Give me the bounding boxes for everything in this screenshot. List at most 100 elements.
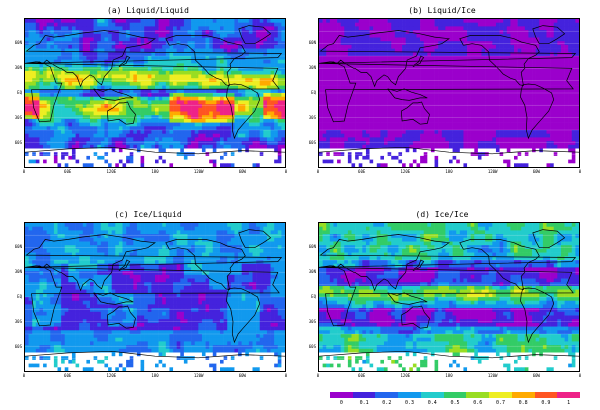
grid-cell [223, 141, 228, 146]
grid-cell [129, 78, 134, 83]
grid-cell [158, 163, 163, 167]
grid-cell [344, 85, 349, 90]
grid-cell [259, 137, 264, 142]
grid-cell [467, 111, 471, 116]
grid-cell [477, 93, 482, 97]
grid-cell [43, 96, 47, 101]
grid-cell [234, 100, 239, 105]
grid-cell [467, 63, 471, 68]
grid-cell [362, 44, 367, 49]
grid-cell [212, 111, 217, 116]
grid-cell [241, 22, 246, 27]
grid-cell [430, 33, 435, 38]
grid-cell [270, 126, 275, 131]
grid-cell [376, 70, 381, 75]
grid-cell [28, 74, 33, 79]
grid-cell [274, 41, 279, 46]
grid-cell [423, 122, 428, 127]
grid-cell [542, 100, 547, 105]
grid-cell [180, 44, 185, 49]
grid-cell [499, 85, 504, 90]
grid-cell [46, 78, 51, 83]
grid-cell [147, 159, 152, 164]
grid-cell [61, 93, 66, 97]
grid-cell [256, 48, 261, 53]
grid-cell [68, 148, 73, 153]
grid-cell [557, 74, 562, 79]
grid-cell [39, 63, 44, 68]
grid-cell [274, 155, 279, 160]
grid-cell [129, 122, 134, 127]
grid-cell [470, 19, 475, 23]
grid-cell [68, 74, 73, 79]
grid-cell [245, 96, 250, 101]
grid-cell [205, 111, 210, 116]
grid-cell [140, 155, 145, 160]
grid-cell [387, 93, 392, 97]
grid-cell [319, 52, 323, 57]
grid-cell [53, 59, 58, 64]
grid-cell [528, 52, 533, 57]
grid-cell [93, 44, 98, 49]
grid-cell [158, 56, 163, 60]
grid-cell [514, 74, 518, 79]
grid-cell [122, 133, 127, 138]
grid-cell [90, 26, 94, 31]
grid-cell [32, 100, 37, 105]
grid-cell [151, 26, 156, 31]
grid-cell [97, 126, 102, 131]
grid-cell [252, 148, 257, 153]
grid-cell [568, 78, 573, 83]
grid-cell [427, 100, 432, 105]
grid-cell [122, 130, 127, 134]
grid-cell [542, 78, 547, 83]
grid-cell [133, 130, 138, 134]
grid-cell [263, 67, 268, 72]
grid-cell [220, 104, 224, 109]
grid-cell [245, 48, 250, 53]
grid-cell [553, 41, 558, 46]
grid-cell [340, 111, 345, 116]
grid-cell [560, 37, 565, 42]
grid-cell [274, 74, 279, 79]
grid-cell [416, 44, 421, 49]
grid-cell [176, 141, 181, 146]
grid-cell [79, 33, 84, 38]
grid-cell [147, 56, 152, 60]
grid-cell [452, 30, 457, 35]
grid-cell [93, 104, 98, 109]
grid-cell [162, 63, 167, 68]
grid-cell [412, 41, 417, 46]
grid-cell [201, 111, 206, 116]
grid-cell [108, 133, 112, 138]
grid-cell [517, 59, 522, 64]
grid-cell [256, 96, 261, 101]
grid-cell [118, 70, 123, 75]
grid-cell [61, 163, 66, 167]
grid-cell [133, 133, 138, 138]
grid-cell [118, 30, 123, 35]
grid-cell [434, 118, 439, 123]
grid-cell [467, 19, 471, 23]
grid-cell [136, 41, 141, 46]
grid-cell [57, 100, 62, 105]
grid-cell [571, 44, 576, 49]
grid-cell [108, 41, 112, 46]
grid-cell [380, 118, 385, 123]
grid-cell [355, 74, 360, 79]
grid-cell [499, 89, 504, 94]
grid-cell [358, 56, 363, 60]
grid-cell [39, 130, 44, 134]
grid-cell [187, 141, 192, 146]
grid-cell [546, 118, 551, 123]
grid-cell [456, 111, 461, 116]
grid-cell [71, 41, 76, 46]
grid-cell [542, 122, 547, 127]
grid-cell [75, 104, 80, 109]
grid-cell [263, 96, 268, 101]
grid-cell [575, 41, 579, 46]
grid-cell [445, 33, 450, 38]
grid-cell [104, 41, 109, 46]
grid-cell [50, 81, 55, 86]
grid-cell [140, 137, 145, 142]
